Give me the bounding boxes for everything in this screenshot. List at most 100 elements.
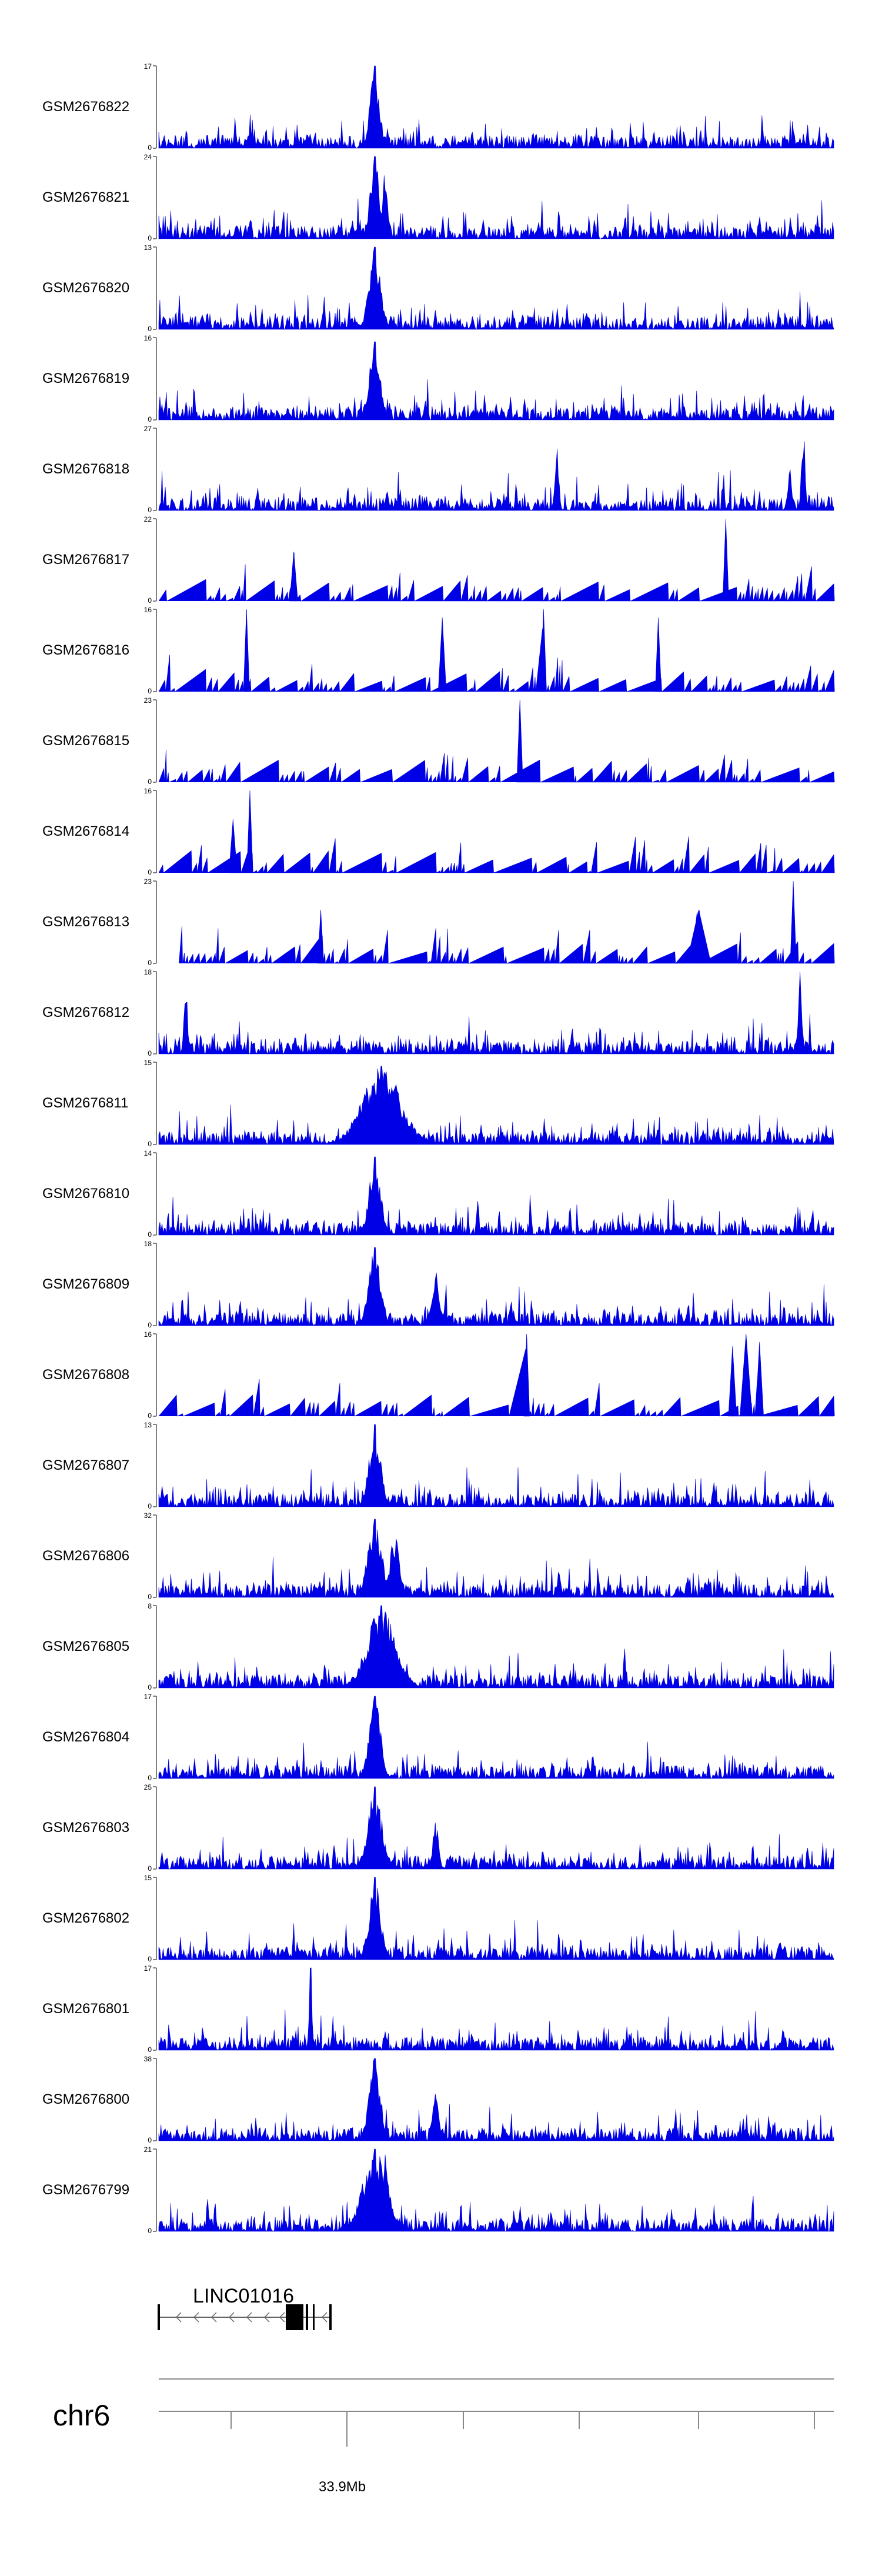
track-ymin-label: 0	[148, 1955, 152, 1963]
strand-arrow-icon	[193, 2312, 199, 2323]
track-ymin-label: 0	[148, 506, 152, 514]
track-label: GSM2676817	[42, 552, 130, 568]
track-ymax-label: 18	[143, 1240, 152, 1248]
coverage-track	[158, 1066, 834, 1145]
coverage-track	[158, 609, 835, 693]
track-label: GSM2676800	[42, 2091, 130, 2107]
track-ymax-label: 25	[143, 1783, 152, 1791]
track-ymin-label: 0	[148, 1502, 152, 1510]
coverage-track	[158, 1967, 834, 2051]
gene-exon	[306, 2304, 308, 2330]
gene-name-label: LINC01016	[193, 2285, 295, 2307]
track-ymin-label: 0	[148, 2136, 152, 2144]
coverage-track	[158, 790, 835, 874]
track-ymax-label: 16	[143, 606, 152, 614]
track-ymin-label: 0	[148, 1683, 152, 1691]
track-ymax-label: 17	[143, 1964, 152, 1973]
strand-arrow-icon	[321, 2312, 328, 2323]
track-ymin-label: 0	[148, 144, 152, 152]
gene-model	[158, 2304, 332, 2330]
track-label: GSM2676810	[42, 1186, 130, 1202]
track-ymax-label: 18	[143, 968, 152, 976]
coverage-track	[158, 2148, 834, 2233]
track-ymax-label: 27	[143, 425, 152, 433]
track-ymax-label: 15	[143, 1874, 152, 1882]
track-ymax-label: 16	[143, 334, 152, 342]
track-label: GSM2676803	[42, 1820, 130, 1836]
track-ymax-label: 38	[143, 2055, 152, 2063]
track-ymax-label: 14	[143, 1149, 152, 1157]
coverage-track	[158, 1786, 834, 1870]
strand-arrow-icon	[175, 2312, 182, 2323]
gene-end-cap	[329, 2304, 332, 2330]
strand-arrow-icon	[263, 2312, 270, 2323]
track-label: GSM2676806	[42, 1548, 130, 1564]
coverage-track	[158, 1424, 834, 1507]
track-label: GSM2676818	[42, 461, 130, 477]
track-ymin-label: 0	[148, 1412, 152, 1420]
track-ymax-label: 23	[143, 696, 152, 705]
track-ymin-label: 0	[148, 959, 152, 967]
coverage-track	[158, 341, 834, 421]
coverage-track	[179, 880, 835, 965]
coverage-track	[158, 1519, 834, 1598]
coverage-track	[158, 1696, 834, 1780]
coverage-track	[158, 65, 834, 149]
track-ymin-label: 0	[148, 325, 152, 333]
coverage-track	[158, 971, 834, 1055]
coverage-track	[158, 1156, 834, 1236]
track-ymin-label: 0	[148, 415, 152, 423]
track-ymin-label: 0	[148, 1774, 152, 1782]
coverage-track	[158, 1333, 835, 1417]
coverage-track	[158, 1247, 834, 1326]
track-label: GSM2676812	[42, 1005, 130, 1020]
track-ymin-label: 0	[148, 687, 152, 695]
track-ymax-label: 8	[148, 1602, 152, 1610]
coverage-track	[158, 441, 834, 511]
track-ymin-label: 0	[148, 868, 152, 876]
strand-arrow-icon	[211, 2312, 217, 2323]
track-ymin-label: 0	[148, 2046, 152, 2054]
gene-exon	[286, 2304, 303, 2330]
track-label: GSM2676801	[42, 2001, 130, 2017]
coverage-track	[158, 518, 835, 602]
track-ymax-label: 15	[143, 1059, 152, 1067]
track-label: GSM2676804	[42, 1729, 130, 1745]
track-label: GSM2676805	[42, 1639, 130, 1654]
track-label: GSM2676799	[42, 2182, 130, 2198]
track-label: GSM2676816	[42, 642, 130, 658]
track-ymax-label: 17	[143, 1693, 152, 1701]
coverage-track	[158, 1877, 834, 1960]
gene-exon	[313, 2304, 315, 2330]
track-label: GSM2676821	[42, 189, 130, 205]
coverage-track	[158, 246, 834, 331]
track-ymin-label: 0	[148, 2227, 152, 2235]
track-ymax-label: 23	[143, 877, 152, 886]
track-ymax-label: 22	[143, 515, 152, 523]
track-label: GSM2676820	[42, 280, 130, 296]
track-label: GSM2676808	[42, 1367, 130, 1383]
strand-arrow-icon	[246, 2312, 252, 2323]
coverage-track	[158, 1605, 834, 1689]
coverage-track	[158, 2058, 834, 2142]
strand-arrow-icon	[228, 2312, 235, 2323]
track-label: GSM2676809	[42, 1276, 130, 1292]
track-ymax-label: 24	[143, 153, 152, 161]
track-ymin-label: 0	[148, 1321, 152, 1329]
track-label: GSM2676814	[42, 823, 130, 839]
track-ymin-label: 0	[148, 234, 152, 242]
track-label: GSM2676807	[42, 1457, 130, 1473]
track-ymin-label: 0	[148, 778, 152, 786]
coverage-track	[158, 699, 835, 783]
track-label: GSM2676819	[42, 371, 130, 386]
track-label: GSM2676813	[42, 914, 130, 930]
gene-end-cap	[158, 2304, 160, 2330]
track-ymax-label: 32	[143, 1511, 152, 1520]
track-ymin-label: 0	[148, 1140, 152, 1148]
track-ymin-label: 0	[148, 1593, 152, 1601]
chromosome-label: chr6	[53, 2399, 111, 2432]
ruler-coordinate-label: 33.9Mb	[319, 2479, 366, 2495]
track-ymax-label: 13	[143, 1421, 152, 1429]
